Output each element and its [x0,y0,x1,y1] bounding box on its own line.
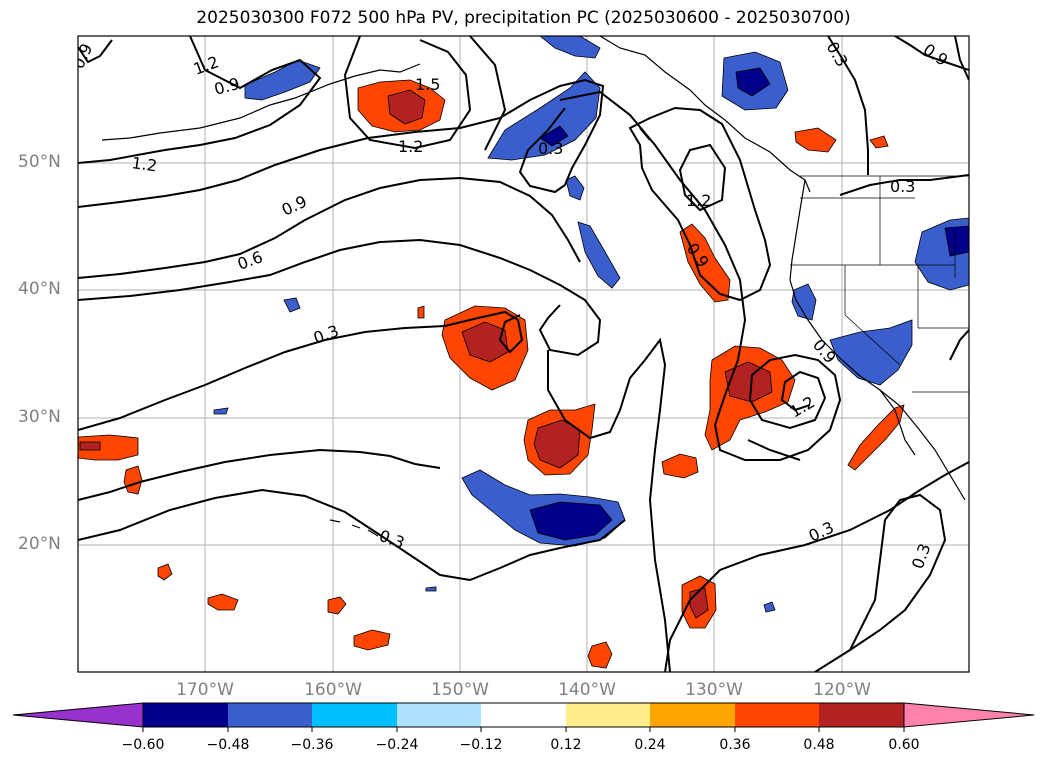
colorbar-segment [312,703,397,727]
lon-label-170w: 170°W [176,680,234,700]
colorbar-extend-high [903,702,1035,728]
colorbar-tick-label: −0.36 [290,737,334,753]
colorbar-tick-label: 0.12 [550,737,582,753]
colorbar-tick-label: −0.60 [121,737,165,753]
colorbar-segment [650,703,735,727]
colorbar-segment [819,703,904,727]
contour-label: 0.3 [538,139,563,158]
colorbar-tick-label: −0.48 [206,737,250,753]
lon-label-150w: 150°W [431,680,489,700]
colorbar [12,702,1035,732]
map-title: 2025030300 F072 500 hPa PV, precipitatio… [196,8,851,28]
pv-contours [78,36,969,672]
lon-label-160w: 160°W [304,680,362,700]
lat-label-40n: 40°N [18,279,61,299]
colorbar-tick-label: 0.60 [888,737,920,753]
colorbar-tick-label: 0.24 [634,737,666,753]
coastlines [101,36,966,537]
contour-label: 0.3 [890,177,915,196]
lon-label-130w: 130°W [685,680,743,700]
lon-label-140w: 140°W [558,680,616,700]
colorbar-segment [228,703,312,727]
lat-label-50n: 50°N [18,152,61,172]
colorbar-segment [143,703,228,727]
lon-label-120w: 120°W [813,680,871,700]
colorbar-tick-label: 0.36 [719,737,751,753]
map-border [77,35,970,673]
colorbar-extend-low [12,702,144,728]
contour-label: 1.5 [415,75,440,94]
contour-label: 1.2 [398,137,423,156]
colorbar-tick-label: −0.24 [375,737,419,753]
precip-negative-areas [213,36,969,613]
colorbar-segment [566,703,650,727]
colorbar-segment [735,703,819,727]
colorbar-tick-label: −0.12 [459,737,503,753]
colorbar-segment [481,703,566,727]
colorbar-tick-label: 0.48 [803,737,835,753]
contour-labels: 0.9 1.2 0.9 1.5 1.2 0.3 0.3 0.9 1.2 0.9 … [78,39,951,572]
contour-label: 1.2 [130,153,158,175]
contour-label: 1.2 [686,191,711,210]
lat-label-20n: 20°N [18,534,61,554]
borders [790,175,969,393]
lat-label-30n: 30°N [18,407,61,427]
colorbar-segment [397,703,481,727]
